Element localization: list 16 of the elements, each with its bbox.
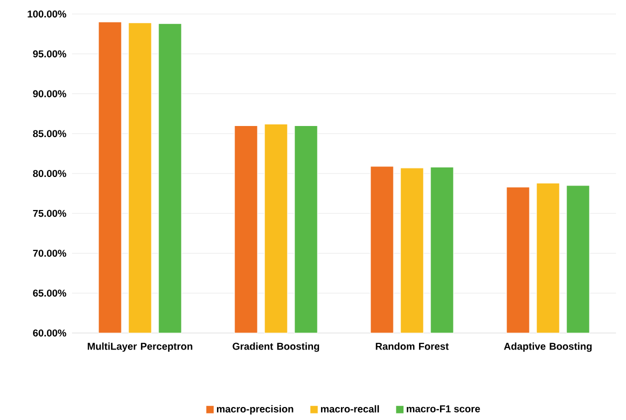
y-tick-label: 75.00% [33,210,66,217]
x-tick-label: Adaptive Boosting [504,342,592,352]
legend-label: macro-recall [320,405,379,412]
legend-label: macro-F1 score [406,405,480,412]
x-tick-label: Random Forest [376,342,449,350]
y-tick-label: 100.00% [28,10,66,18]
y-tick-label: 85.00% [33,130,66,138]
y-tick-label: 60.00% [33,329,66,337]
y-tick-label: 95.00% [33,50,66,58]
y-tick-label: 90.00% [33,90,66,98]
y-tick-label: 80.00% [33,170,66,178]
legend-label: macro-precision [216,405,294,414]
x-tick-label: MultiLayer Perceptron [88,342,192,352]
x-tick-label: Gradient Boosting [232,342,320,352]
y-tick-label: 70.00% [33,250,66,257]
y-tick-label: 65.00% [33,290,66,297]
